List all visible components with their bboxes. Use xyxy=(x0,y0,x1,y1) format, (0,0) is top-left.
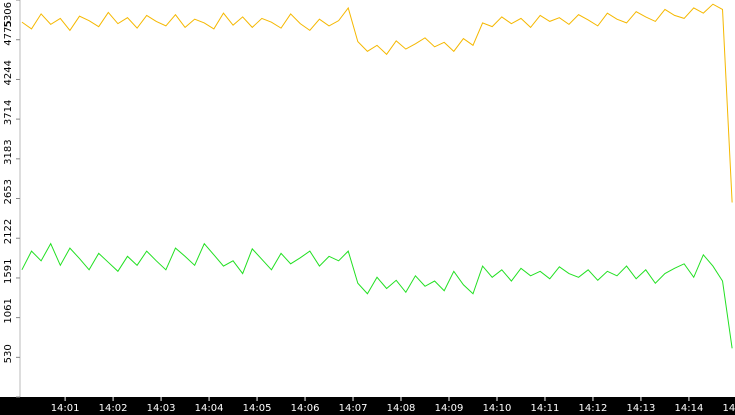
x-tick-label: 14:10 xyxy=(483,403,512,414)
x-tick-label: 14:04 xyxy=(195,403,224,414)
x-tick-label: 14:11 xyxy=(531,403,560,414)
y-tick-label: 3714 xyxy=(3,100,14,125)
series-line xyxy=(21,242,733,349)
x-tick-label: 14:15 xyxy=(723,403,735,414)
y-tick-label: 1061 xyxy=(3,298,14,323)
x-tick-label: 14:01 xyxy=(51,403,80,414)
y-tick-label: 2122 xyxy=(3,219,14,244)
x-tick-label: 14:02 xyxy=(99,403,128,414)
series-line xyxy=(21,3,733,203)
y-tick-label: 3183 xyxy=(3,139,14,164)
y-tick-label: 2653 xyxy=(3,179,14,204)
x-tick-label: 14:05 xyxy=(243,403,272,414)
x-tick-label: 14:09 xyxy=(435,403,464,414)
y-tick-label: 0 xyxy=(3,397,14,403)
x-tick-label: 14:14 xyxy=(675,403,704,414)
y-tick-label: 4775 xyxy=(3,20,14,45)
x-tick-label: 14:03 xyxy=(147,403,176,414)
y-tick-label: 4244 xyxy=(3,60,14,85)
y-tick-label: 1591 xyxy=(3,259,14,284)
x-tick-label: 14:07 xyxy=(339,403,368,414)
x-tick-label: 14:08 xyxy=(387,403,416,414)
x-tick-label: 14:12 xyxy=(579,403,608,414)
y-tick-label: 5306 xyxy=(3,2,14,27)
y-tick-label: 530 xyxy=(3,344,14,363)
time-axis-band xyxy=(0,397,735,415)
x-tick-label: 14:13 xyxy=(627,403,656,414)
x-tick-label: 14:06 xyxy=(291,403,320,414)
